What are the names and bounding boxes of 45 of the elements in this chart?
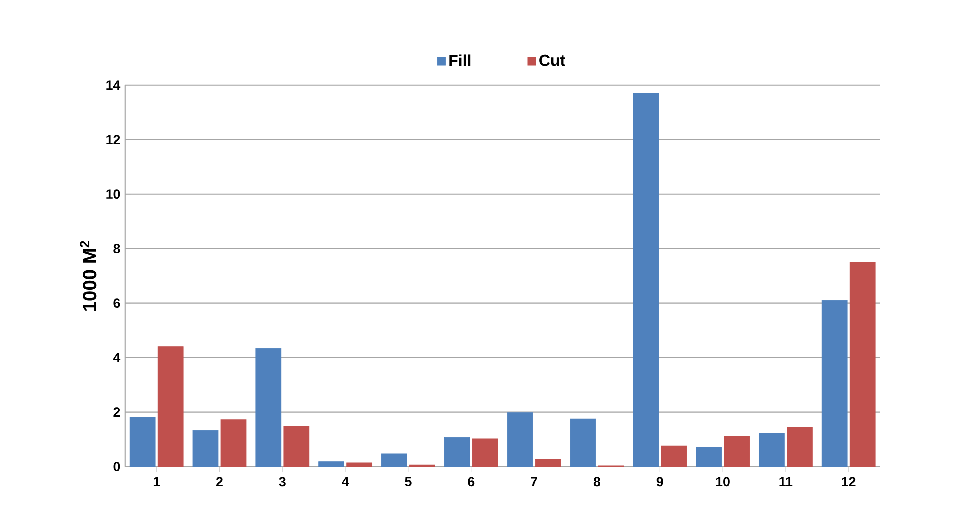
y-tick-label: 2 xyxy=(114,408,120,417)
x-tick-label: 7 xyxy=(531,477,538,486)
bar xyxy=(633,93,660,468)
bar xyxy=(158,346,184,468)
y-tick-label: 12 xyxy=(106,135,120,144)
y-tick-label: 4 xyxy=(113,353,121,362)
x-tick-label: 3 xyxy=(279,477,286,487)
bar xyxy=(787,426,813,468)
x-tick-label: 11 xyxy=(780,477,793,486)
y-tick-label: 0 xyxy=(114,462,120,472)
x-tick-label: 12 xyxy=(842,477,856,486)
bar xyxy=(318,462,345,468)
bar xyxy=(850,262,876,468)
x-tick-label: 8 xyxy=(594,477,601,487)
bar xyxy=(661,446,688,468)
y-axis-title: 1000 M$^{2}$ xyxy=(80,241,97,311)
y-tick-label: 8 xyxy=(114,244,120,254)
bar xyxy=(696,447,722,468)
bar xyxy=(507,412,534,468)
legend-label: Fill xyxy=(450,54,471,66)
bar xyxy=(284,426,310,468)
bar xyxy=(535,459,562,468)
x-tick-label: 4 xyxy=(342,477,350,486)
bar xyxy=(382,454,408,468)
bar xyxy=(192,430,219,468)
bar xyxy=(346,462,373,468)
y-tick-label: 14 xyxy=(106,80,121,90)
y-tick-label: 10 xyxy=(106,190,120,199)
y-tick-label: 6 xyxy=(114,298,120,308)
x-tick-label: 2 xyxy=(216,477,223,486)
x-tick-label: 9 xyxy=(656,477,664,487)
bar xyxy=(724,436,750,468)
x-tick-label: 5 xyxy=(405,477,412,486)
x-tick-label: 6 xyxy=(468,477,475,487)
bar xyxy=(130,417,156,468)
bar xyxy=(256,348,282,468)
bar xyxy=(220,420,247,468)
bar xyxy=(444,437,470,468)
bar xyxy=(472,438,498,468)
bar xyxy=(822,300,848,468)
x-tick-label: 1 xyxy=(154,477,160,486)
x-tick-label: 10 xyxy=(716,477,730,487)
bar xyxy=(758,432,785,468)
bar xyxy=(570,418,596,468)
legend-label: Cut xyxy=(540,54,566,66)
